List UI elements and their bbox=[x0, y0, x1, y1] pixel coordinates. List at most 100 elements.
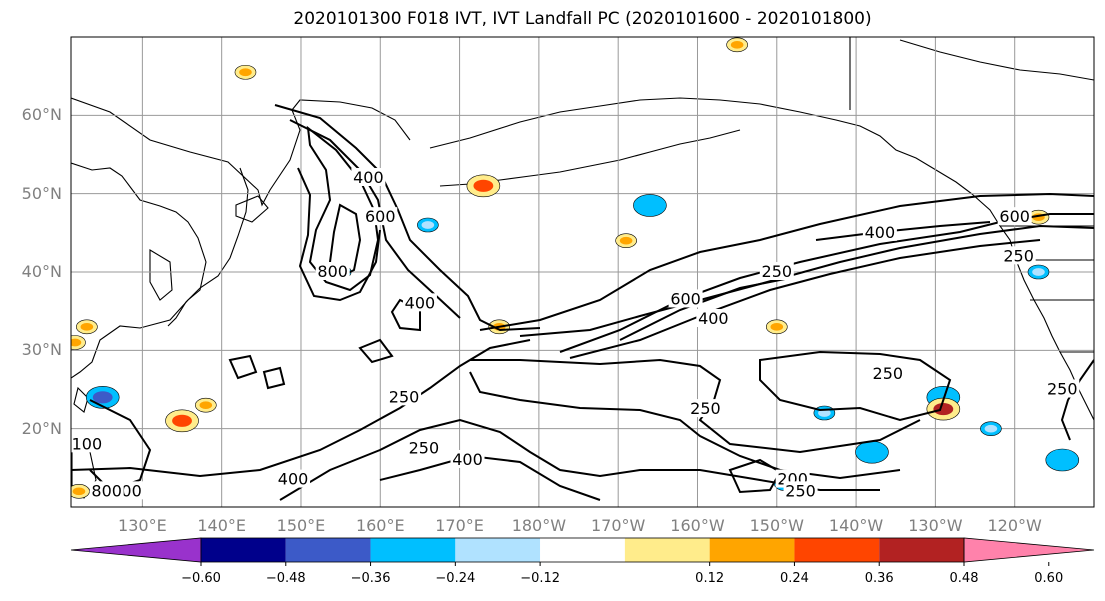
lon-label-7: 160°W bbox=[670, 516, 725, 535]
contour-label-bg-14 bbox=[870, 363, 905, 382]
pc-blob-core-19 bbox=[80, 322, 94, 331]
coastline-alaska bbox=[429, 97, 973, 195]
lon-label-10: 130°W bbox=[908, 516, 963, 535]
colorbar-swatch-1 bbox=[201, 538, 286, 562]
lon-label-2: 150°E bbox=[276, 516, 326, 535]
ivt-contour-ar-400 bbox=[559, 213, 1094, 353]
ivt-contour-250 bbox=[274, 104, 541, 332]
coastline-bc bbox=[899, 39, 1094, 81]
pc-blob-core-23 bbox=[72, 487, 86, 496]
coastline-korea bbox=[149, 249, 173, 301]
pc-blob-core-9 bbox=[1032, 268, 1045, 276]
colorbar-swatch-6 bbox=[624, 538, 710, 562]
contour-label-0: 400 bbox=[353, 168, 384, 187]
contour-label-8: 600 bbox=[670, 289, 701, 308]
border-states bbox=[1016, 259, 1094, 353]
lat-label-2: 40°N bbox=[21, 262, 62, 281]
contour-label-17: 250 bbox=[785, 481, 816, 500]
colorbar-swatch-9 bbox=[879, 538, 964, 562]
ivt-contour-layer bbox=[71, 104, 1094, 501]
lat-label-3: 50°N bbox=[21, 183, 62, 203]
contour-label-layer: 4006008004002502504004006004002504006002… bbox=[71, 168, 1080, 500]
colorbar-tick-label-0: −0.60 bbox=[181, 571, 221, 586]
ivt-contour-small-3 bbox=[728, 458, 782, 494]
ivt-contour-ar-400b bbox=[569, 239, 1041, 359]
contour-label-3: 400 bbox=[405, 293, 436, 312]
colorbar-swatch-2 bbox=[285, 538, 371, 562]
contour-label-18: 250 bbox=[1047, 380, 1078, 399]
colorbar-tick-label-4: −0.12 bbox=[520, 571, 561, 586]
ivt-contour-subtrop-5 bbox=[379, 454, 601, 501]
contour-label-1: 600 bbox=[365, 207, 396, 226]
colorbar-frame bbox=[200, 537, 965, 563]
colorbar-swatch-3 bbox=[370, 538, 456, 562]
contour-label-bg-2 bbox=[315, 262, 350, 280]
colorbar-tick-label-1: −0.48 bbox=[265, 571, 306, 586]
contour-label-bg-21 bbox=[71, 434, 104, 453]
ivt-contour-ar-inner bbox=[815, 221, 991, 241]
lon-label-11: 120°W bbox=[987, 516, 1042, 535]
colorbar-tick-label-8: 0.48 bbox=[949, 571, 979, 586]
contour-label-bg-10 bbox=[759, 262, 794, 280]
contour-label-bg-6 bbox=[450, 450, 485, 468]
contour-label-bg-15 bbox=[688, 399, 723, 418]
pc-blob-core-22 bbox=[770, 322, 784, 331]
colorbar-extend-high bbox=[963, 537, 1095, 563]
contour-label-9: 400 bbox=[698, 309, 729, 328]
pc-blob-core-10 bbox=[818, 409, 831, 417]
lon-label-9: 140°W bbox=[828, 516, 884, 535]
colorbar-tick-label-2: −0.36 bbox=[350, 571, 391, 586]
contour-label-4: 250 bbox=[389, 387, 420, 406]
contour-label-bg-18 bbox=[1045, 379, 1080, 398]
colorbar bbox=[70, 537, 1095, 566]
contour-label-20: 800 bbox=[91, 481, 122, 500]
lon-label-8: 150°W bbox=[749, 516, 804, 535]
colorbar-tick-label-9: 0.60 bbox=[1034, 571, 1064, 586]
contour-label-bg-4 bbox=[387, 387, 422, 406]
contour-label-bg-20 bbox=[89, 481, 124, 500]
colorbar-tick-label-7: 0.36 bbox=[864, 571, 894, 586]
pc-blob-core-14 bbox=[473, 179, 494, 192]
colorbar-swatch-5 bbox=[540, 538, 625, 562]
colorbar-tick-label-3: −0.24 bbox=[435, 571, 476, 586]
pc-blob-core-11 bbox=[199, 401, 213, 410]
pc-blob-core-8 bbox=[984, 424, 998, 433]
ivt-contour-coast bbox=[1060, 359, 1094, 441]
lon-label-5: 180°W bbox=[511, 516, 567, 535]
contour-label-bg-9 bbox=[696, 309, 731, 327]
contour-label-bg-11 bbox=[862, 222, 897, 241]
contour-label-6: 400 bbox=[452, 450, 483, 469]
contour-label-21: 100 bbox=[72, 434, 103, 453]
contour-label-bg-8 bbox=[668, 289, 703, 308]
colorbar-swatch-8 bbox=[794, 538, 880, 562]
ivt-contour-small-4 bbox=[358, 338, 394, 364]
contour-label-2: 800 bbox=[317, 262, 348, 281]
ivt-contour-ar-250-south bbox=[479, 192, 1094, 331]
coastline-japan bbox=[167, 167, 249, 327]
pc-blob-core-16 bbox=[239, 68, 252, 77]
pc-blob-core-13 bbox=[933, 403, 954, 416]
ivt-contour-subtrop-2 bbox=[470, 358, 921, 454]
graticule bbox=[71, 37, 1094, 507]
contour-label-13: 250 bbox=[1003, 246, 1034, 265]
contour-label-15: 250 bbox=[690, 399, 721, 418]
contour-label-11: 400 bbox=[865, 223, 896, 242]
contour-label-bg-1 bbox=[363, 207, 398, 226]
lon-label-3: 160°E bbox=[355, 516, 405, 535]
colorbar-tick-label-5: 0.12 bbox=[695, 571, 725, 586]
lon-label-6: 170°W bbox=[590, 516, 646, 535]
pc-blob-core-12 bbox=[172, 414, 192, 427]
ivt-contour-small-2 bbox=[228, 354, 286, 390]
pc-blob-core-1 bbox=[1052, 453, 1073, 467]
lon-label-0: 130°E bbox=[118, 516, 167, 535]
pc-blob-core-6 bbox=[421, 221, 435, 229]
map-frame bbox=[70, 36, 1095, 508]
colorbar-tick-label-6: 0.24 bbox=[779, 571, 809, 586]
pc-shading-layer bbox=[71, 37, 1080, 499]
pc-blob-core-4 bbox=[640, 199, 660, 212]
contour-label-12: 600 bbox=[999, 207, 1030, 226]
lon-label-1: 140°E bbox=[197, 516, 246, 535]
ivt-contour-subtrop-4 bbox=[279, 418, 880, 501]
coastline-asia bbox=[71, 162, 207, 379]
ivt-contour-subtrop-3 bbox=[469, 371, 901, 480]
